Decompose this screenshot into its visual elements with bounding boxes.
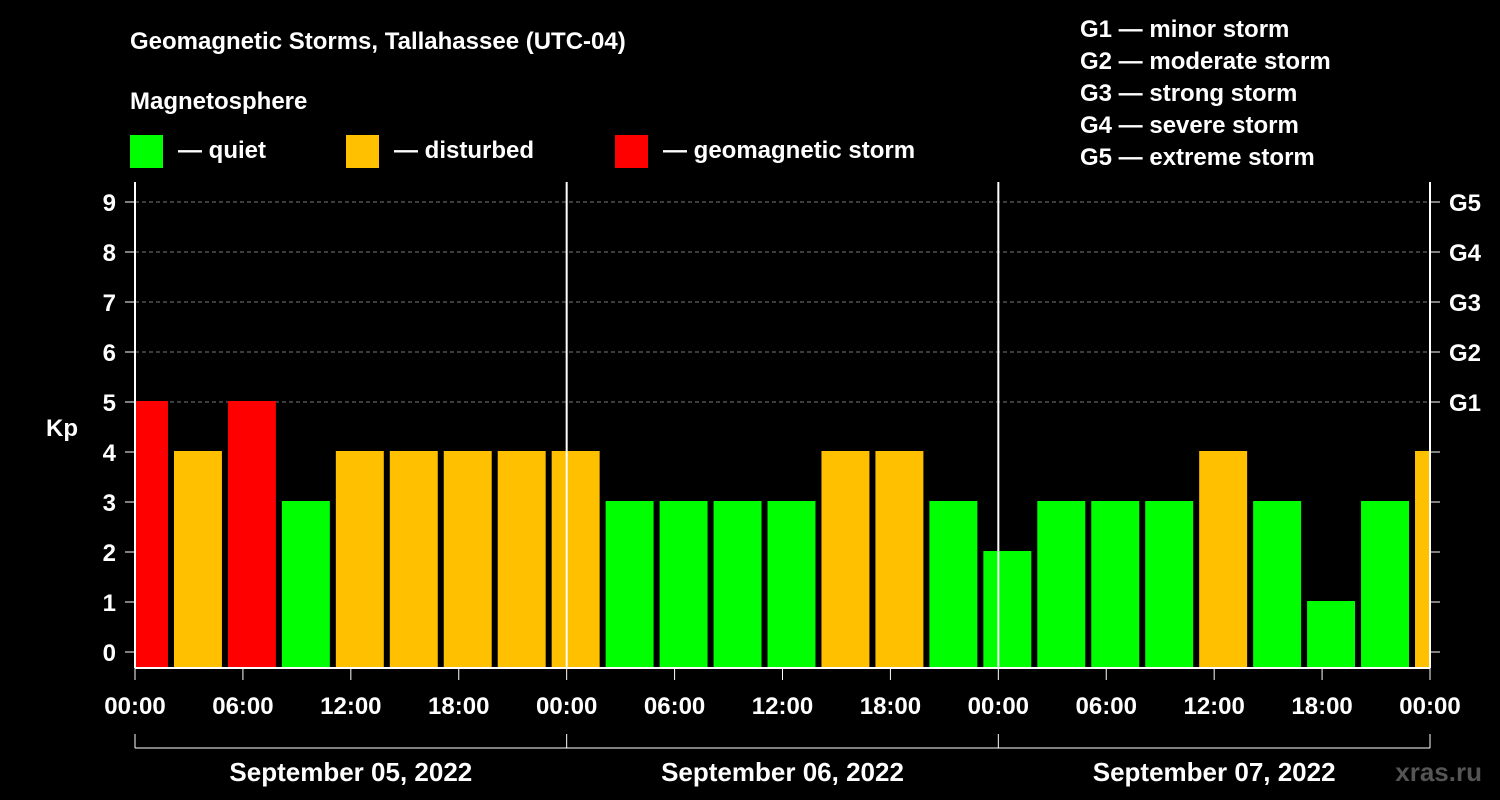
kp-bar-5	[335, 451, 384, 668]
storm-scale-g2: G2 — moderate storm	[1080, 48, 1331, 75]
legend-swatch-disturbed	[346, 135, 379, 168]
kp-bar-2	[173, 451, 222, 668]
kp-bar-12	[713, 501, 762, 668]
date-label: September 06, 2022	[661, 757, 904, 787]
y-tick-label: 6	[103, 340, 116, 367]
g-scale-label: G3	[1449, 290, 1481, 317]
storm-scale-legend: G1 — minor storm G2 — moderate storm G3 …	[1080, 16, 1331, 171]
x-tick-label: 00:00	[1399, 693, 1460, 720]
x-tick-label: 06:00	[644, 693, 705, 720]
kp-bar-6	[389, 451, 438, 668]
kp-bar-4	[281, 501, 330, 668]
y-tick-label: 3	[103, 490, 116, 517]
date-labels: September 05, 2022 September 06, 2022 Sept…	[134, 734, 1431, 787]
kp-bar-25	[1415, 451, 1429, 668]
legend-swatch-storm	[615, 135, 648, 168]
kp-bar-23	[1307, 601, 1356, 668]
g-scale-label: G5	[1449, 190, 1481, 217]
x-tick-label: 00:00	[536, 693, 597, 720]
gridlines	[135, 201, 1430, 403]
x-tick-label: 18:00	[860, 693, 921, 720]
kp-bar-17	[983, 551, 1032, 668]
g-scale-label: G1	[1449, 390, 1481, 417]
kp-bar-9	[551, 451, 600, 668]
chart-title: Geomagnetic Storms, Tallahassee (UTC-04)	[130, 28, 626, 55]
legend-label-disturbed: — disturbed	[394, 137, 534, 164]
y-tick-label: 7	[103, 290, 116, 317]
watermark: xras.ru	[1395, 757, 1482, 787]
g-scale-label: G2	[1449, 340, 1481, 367]
storm-scale-g3: G3 — strong storm	[1080, 80, 1297, 107]
date-label: September 07, 2022	[1093, 757, 1336, 787]
y-tick-label: 9	[103, 190, 116, 217]
storm-scale-g5: G5 — extreme storm	[1080, 144, 1315, 171]
legend-label-quiet: — quiet	[178, 137, 266, 164]
kp-bar-8	[497, 451, 546, 668]
y-tick-label: 2	[103, 540, 116, 567]
y-axis-label: Kp	[46, 415, 78, 442]
legend-swatch-quiet	[130, 135, 163, 168]
x-tick-label: 12:00	[320, 693, 381, 720]
date-label: September 05, 2022	[229, 757, 472, 787]
y-tick-label: 5	[103, 390, 116, 417]
kp-bar-20	[1145, 501, 1194, 668]
kp-bar-10	[605, 501, 654, 668]
kp-bar-1	[136, 401, 168, 668]
x-tick-label: 18:00	[1291, 693, 1352, 720]
x-tick-label: 06:00	[212, 693, 273, 720]
kp-bar-19	[1091, 501, 1140, 668]
kp-bar-11	[659, 501, 708, 668]
x-tick-label: 06:00	[1076, 693, 1137, 720]
kp-bar-13	[767, 501, 816, 668]
kp-bar-21	[1199, 451, 1248, 668]
x-tick-label: 18:00	[428, 693, 489, 720]
storm-scale-g4: G4 — severe storm	[1080, 112, 1299, 139]
x-tick-label: 12:00	[752, 693, 813, 720]
y-tick-label: 8	[103, 240, 116, 267]
kp-bar-7	[443, 451, 492, 668]
y-tick-label: 1	[103, 590, 116, 617]
x-tick-label: 00:00	[104, 693, 165, 720]
kp-bar-15	[875, 451, 924, 668]
g-scale-ticks: G1 G2 G3 G4 G5	[1430, 190, 1482, 653]
kp-bar-22	[1253, 501, 1302, 668]
legend-heading: Magnetosphere	[130, 88, 307, 115]
kp-bar-14	[821, 451, 870, 668]
y-ticks: 0 1 2 3 4 5 6 7 8 9	[103, 190, 135, 667]
kp-bar-16	[929, 501, 978, 668]
kp-bar-24	[1361, 501, 1410, 668]
x-ticks: 00:00 06:00 12:00 18:00 00:00 06:00 12:00 18:00…	[104, 668, 1461, 720]
storm-scale-g1: G1 — minor storm	[1080, 16, 1289, 43]
legend: — quiet — disturbed — geomagnetic storm	[130, 135, 915, 168]
kp-bar-3	[227, 401, 276, 668]
x-tick-label: 00:00	[968, 693, 1029, 720]
y-tick-label: 0	[103, 640, 116, 667]
y-tick-label: 4	[103, 440, 117, 467]
legend-label-storm: — geomagnetic storm	[663, 137, 915, 164]
kp-bar-18	[1037, 501, 1086, 668]
g-scale-label: G4	[1449, 240, 1482, 267]
x-tick-label: 12:00	[1183, 693, 1244, 720]
bars	[136, 401, 1429, 668]
